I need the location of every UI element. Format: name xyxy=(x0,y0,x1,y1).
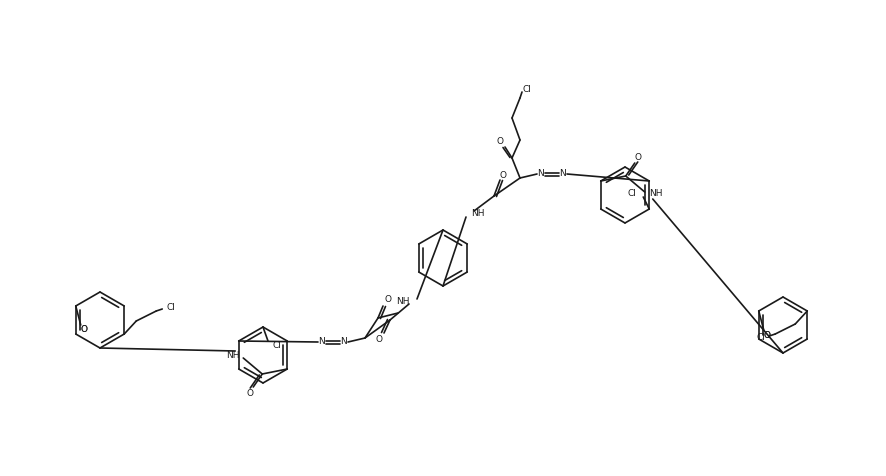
Text: NH: NH xyxy=(226,351,239,360)
Text: NH: NH xyxy=(470,208,484,218)
Text: Cl: Cl xyxy=(166,304,175,313)
Text: O: O xyxy=(80,326,87,335)
Text: O: O xyxy=(499,170,506,179)
Text: N: N xyxy=(559,169,566,178)
Text: O: O xyxy=(375,336,382,345)
Text: O: O xyxy=(633,152,641,161)
Text: N: N xyxy=(318,337,325,347)
Text: Cl: Cl xyxy=(626,189,635,198)
Text: N: N xyxy=(340,337,347,347)
Text: NH: NH xyxy=(396,298,409,307)
Text: N: N xyxy=(537,169,544,178)
Text: O: O xyxy=(762,330,769,339)
Text: O: O xyxy=(246,388,253,397)
Text: O: O xyxy=(762,330,769,339)
Text: O: O xyxy=(80,326,87,335)
Text: NH: NH xyxy=(648,189,662,198)
Text: O: O xyxy=(384,296,391,305)
Text: Cl: Cl xyxy=(523,85,532,93)
Text: Cl: Cl xyxy=(273,341,282,350)
Text: O: O xyxy=(496,138,503,147)
Text: Cl: Cl xyxy=(756,333,765,341)
